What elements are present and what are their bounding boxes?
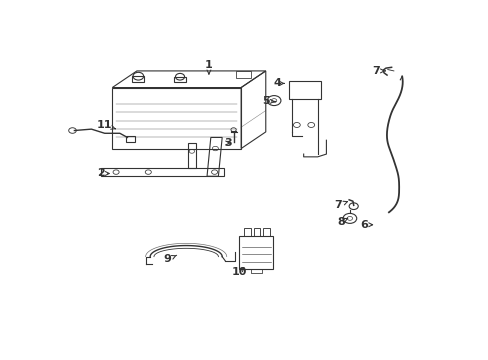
- Text: 2: 2: [97, 168, 109, 179]
- Text: 3: 3: [224, 138, 231, 148]
- Text: 10: 10: [231, 267, 246, 277]
- Bar: [244, 228, 250, 236]
- Text: 7: 7: [333, 201, 347, 210]
- Text: 8: 8: [336, 217, 347, 227]
- Text: 6: 6: [360, 220, 372, 230]
- Bar: [253, 228, 260, 236]
- Bar: [263, 228, 270, 236]
- Text: 9: 9: [163, 255, 176, 264]
- Text: 4: 4: [273, 78, 284, 89]
- Bar: [288, 81, 320, 99]
- Bar: [235, 71, 250, 77]
- Text: 1: 1: [204, 60, 212, 74]
- Text: 11: 11: [97, 120, 115, 130]
- Text: 7: 7: [371, 66, 385, 76]
- Text: 5: 5: [262, 96, 275, 107]
- Bar: [239, 236, 273, 269]
- Bar: [132, 76, 144, 82]
- Bar: [126, 135, 135, 141]
- Bar: [174, 77, 186, 82]
